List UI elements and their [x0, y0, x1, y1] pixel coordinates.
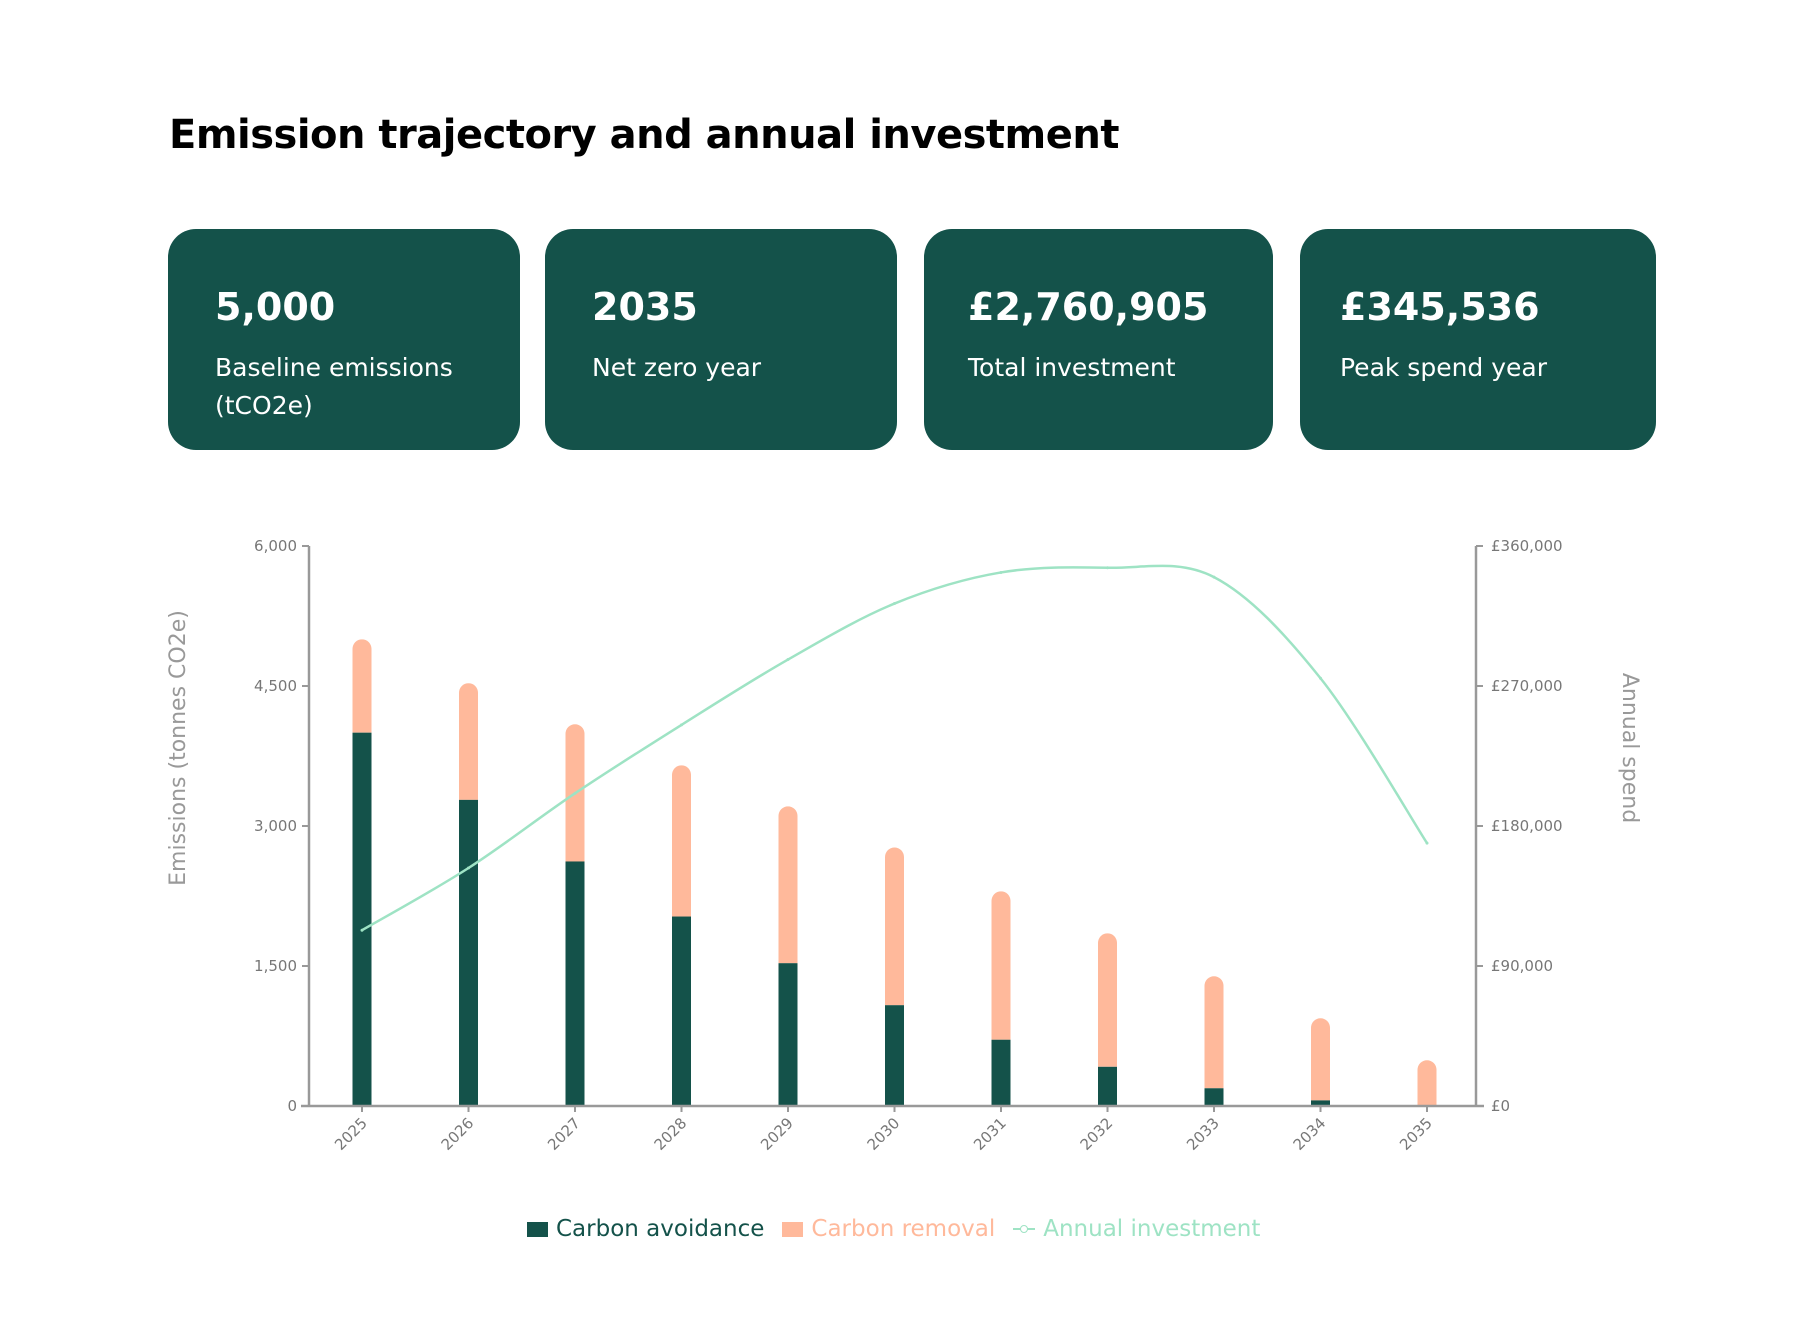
bar-carbon-avoidance	[991, 1039, 1011, 1106]
bar-carbon-avoidance	[1098, 1066, 1117, 1106]
bar-carbon-avoidance	[1311, 1100, 1330, 1106]
y-tick-label-right: £180,000	[1491, 817, 1563, 835]
legend-item-investment: Annual investment	[1013, 1216, 1260, 1242]
point-annual-investment	[467, 866, 470, 870]
x-tick-label: 2032	[1077, 1114, 1117, 1154]
legend-label: Carbon avoidance	[556, 1216, 765, 1242]
bar-carbon-avoidance	[885, 1005, 904, 1106]
legend-label: Annual investment	[1043, 1216, 1261, 1242]
y-tick-label-left: 0	[287, 1097, 297, 1115]
x-tick-label: 2035	[1396, 1114, 1436, 1154]
x-tick-label: 2034	[1290, 1114, 1330, 1154]
point-annual-investment	[893, 602, 896, 606]
kpi-label: Net zero year	[592, 353, 762, 382]
bar-carbon-removal	[1417, 1060, 1437, 1106]
bar-carbon-removal	[778, 806, 798, 964]
bar-carbon-removal	[672, 765, 691, 917]
x-tick-label: 2028	[651, 1114, 691, 1154]
bar-carbon-avoidance	[459, 799, 478, 1106]
legend-swatch-removal	[782, 1221, 804, 1237]
bar-carbon-removal	[991, 891, 1011, 1040]
y-tick-label-right: £360,000	[1491, 537, 1563, 555]
bar-carbon-removal	[459, 683, 478, 800]
y-tick-label-left: 4,500	[254, 677, 297, 695]
point-annual-investment	[1319, 676, 1322, 680]
point-annual-investment	[360, 928, 364, 932]
x-tick-label: 2031	[970, 1114, 1010, 1154]
x-tick-label: 2027	[544, 1114, 584, 1154]
y-tick-label-left: 6,000	[254, 537, 297, 555]
x-tick-label: 2026	[438, 1114, 478, 1154]
kpi-card-net-zero: 2035 Net zero year	[545, 229, 897, 450]
point-annual-investment	[786, 658, 790, 662]
chart-legend: Carbon avoidance Carbon removal Annual i…	[527, 1212, 1278, 1246]
kpi-value: 2035	[592, 285, 698, 329]
kpi-value: £2,760,905	[968, 285, 1209, 329]
point-annual-investment	[680, 723, 683, 727]
point-annual-investment	[573, 791, 577, 795]
kpi-label: Total investment	[968, 353, 1176, 382]
kpi-cards: 5,000 Baseline emissions (tCO2e) 2035 Ne…	[168, 229, 1656, 450]
y-axis-title-right: Annual spend	[1617, 673, 1642, 823]
bar-carbon-avoidance	[565, 861, 585, 1106]
kpi-card-total-investment: £2,760,905 Total investment	[924, 229, 1273, 450]
x-tick-label: 2030	[864, 1114, 904, 1154]
y-tick-label-right: £90,000	[1491, 957, 1553, 975]
bar-carbon-removal	[885, 847, 904, 1006]
legend-label: Carbon removal	[811, 1216, 996, 1242]
x-tick-label: 2029	[757, 1114, 797, 1154]
legend-item-avoidance: Carbon avoidance	[527, 1216, 764, 1242]
kpi-card-baseline: 5,000 Baseline emissions (tCO2e)	[168, 229, 520, 450]
y-tick-label-right: £270,000	[1491, 677, 1563, 695]
legend-item-removal: Carbon removal	[782, 1216, 995, 1242]
kpi-value: £345,536	[1340, 285, 1540, 329]
y-axis-title-left: Emissions (tonnes CO2e)	[166, 610, 191, 886]
kpi-card-peak-spend: £345,536 Peak spend year	[1300, 229, 1656, 450]
page-title: Emission trajectory and annual investmen…	[169, 112, 1119, 158]
x-tick-label: 2025	[331, 1114, 371, 1154]
y-tick-label-left: 1,500	[254, 957, 297, 975]
bar-carbon-removal	[1098, 933, 1117, 1067]
kpi-value: 5,000	[215, 285, 336, 329]
bar-carbon-removal	[1311, 1018, 1330, 1101]
bar-carbon-avoidance	[672, 916, 691, 1106]
point-annual-investment	[1425, 841, 1429, 845]
legend-swatch-avoidance	[527, 1221, 548, 1237]
bar-carbon-avoidance	[352, 732, 372, 1106]
x-tick-label: 2033	[1183, 1114, 1223, 1154]
bar-carbon-removal	[352, 639, 372, 733]
kpi-label: Peak spend year	[1340, 353, 1548, 382]
y-tick-label-left: 3,000	[254, 817, 297, 835]
bar-carbon-avoidance	[1204, 1088, 1224, 1106]
point-annual-investment	[999, 570, 1003, 574]
legend-swatch-investment	[1013, 1223, 1036, 1235]
y-tick-label-right: £0	[1491, 1097, 1510, 1115]
point-annual-investment	[1212, 575, 1216, 579]
point-annual-investment	[1106, 566, 1109, 570]
bar-carbon-removal	[1204, 976, 1224, 1089]
bar-carbon-avoidance	[778, 963, 798, 1106]
kpi-label: Baseline emissions (tCO2e)	[215, 353, 453, 420]
